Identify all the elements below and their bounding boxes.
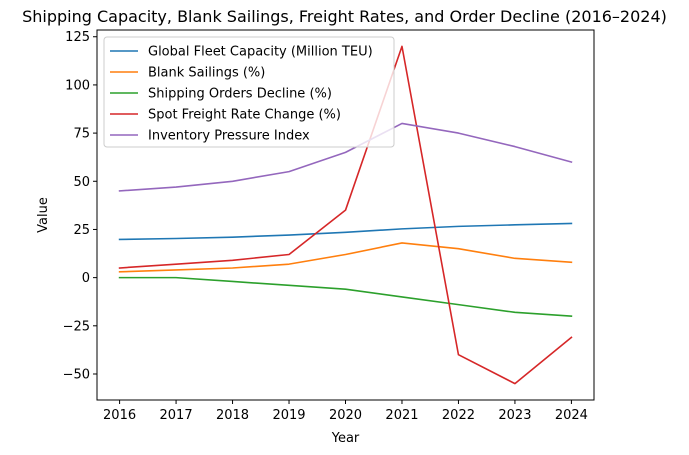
legend-entry-label: Shipping Orders Decline (%) [148, 87, 332, 102]
legend-entry-label: Blank Sailings (%) [148, 66, 265, 81]
y-tick-label: −50 [63, 367, 90, 382]
x-axis-label: Year [331, 431, 360, 446]
x-tick-label: 2018 [216, 408, 249, 423]
y-tick-label: 50 [73, 175, 90, 190]
series-line-5 [118, 122, 573, 192]
x-tick-label: 2024 [555, 408, 588, 423]
x-tick-label: 2016 [103, 408, 136, 423]
y-axis-label: Value [36, 197, 51, 233]
y-tick-label: 125 [65, 30, 90, 45]
legend-entry-label: Spot Freight Rate Change (%) [148, 108, 341, 123]
y-tick-label: −25 [63, 319, 90, 334]
x-tick-label: 2023 [498, 408, 531, 423]
legend: Global Fleet Capacity (Million TEU) Blank… [103, 36, 395, 148]
legend-box [103, 36, 395, 148]
series-line-3 [118, 276, 573, 318]
y-axis-ticks: −50 −25 0 25 50 75 100 125 [63, 30, 97, 382]
series-line-1 [118, 222, 573, 241]
series-line-2 [118, 242, 573, 273]
x-tick-label: 2021 [385, 408, 418, 423]
legend-entries: Global Fleet Capacity (Million TEU) Blank… [110, 45, 373, 144]
chart-title: Shipping Capacity, Blank Sailings, Freig… [22, 7, 667, 26]
y-tick-label: 100 [65, 78, 90, 93]
legend-entry-label: Global Fleet Capacity (Million TEU) [148, 45, 373, 60]
legend-entry-label: Inventory Pressure Index [148, 129, 310, 144]
x-tick-label: 2022 [442, 408, 475, 423]
y-tick-label: 25 [73, 223, 90, 238]
x-tick-label: 2017 [160, 408, 193, 423]
y-tick-label: 75 [73, 127, 90, 142]
series-line-4 [118, 45, 573, 385]
x-axis-ticks: 2016 2017 2018 2019 2020 2021 2022 2023 2024 [103, 400, 588, 423]
x-tick-label: 2019 [272, 408, 305, 423]
x-tick-label: 2020 [329, 408, 362, 423]
plot-lines [118, 45, 573, 385]
y-tick-label: 0 [82, 271, 90, 286]
